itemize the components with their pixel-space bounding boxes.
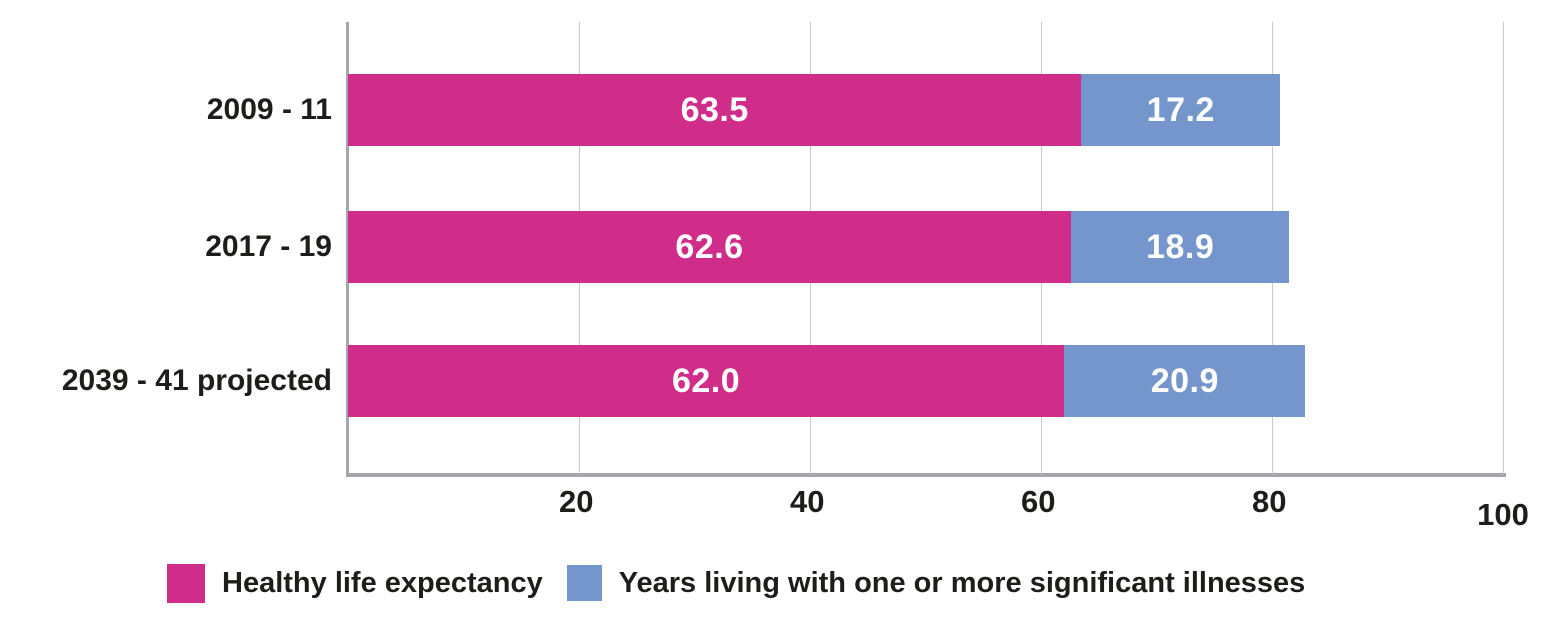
x-tick-label: 80 (1251, 484, 1287, 519)
bar-row: 62.6 18.9 (348, 211, 1290, 283)
chart-legend: Healthy life expectancy Years living wit… (167, 560, 1305, 606)
legend-swatch-healthy-life-expectancy (167, 563, 205, 603)
plot-area: 63.5 17.2 62.6 18.9 62.0 20.9 (348, 22, 1504, 474)
x-tick-label: 40 (789, 484, 825, 519)
x-tick-label: 20 (558, 484, 594, 519)
x-tick-label: 100 (1477, 497, 1529, 532)
category-label: 2039 - 41 projected (61, 364, 332, 397)
legend-label-healthy-life-expectancy: Healthy life expectancy (222, 566, 543, 599)
bar-segment-healthy-life-expectancy: 63.5 (348, 74, 1082, 146)
bar-value-label: 17.2 (1146, 90, 1215, 129)
legend-label-years-with-illness: Years living with one or more significan… (618, 566, 1306, 599)
bar-segment-healthy-life-expectancy: 62.6 (348, 211, 1072, 283)
category-label: 2017 - 19 (205, 230, 332, 263)
y-axis-category-labels: 2009 - 11 2017 - 19 2039 - 41 projected (0, 22, 332, 474)
bar-segment-years-living-with: 20.9 (1064, 345, 1306, 417)
y-axis-line (346, 22, 349, 475)
bar-value-label: 62.6 (675, 227, 744, 266)
bar-segment-years-living-with: 18.9 (1071, 211, 1290, 283)
bar-value-label: 63.5 (680, 90, 749, 129)
bar-row: 63.5 17.2 (348, 74, 1281, 146)
bar-value-label: 20.9 (1150, 361, 1219, 400)
x-axis-tick-labels: 20 40 60 80 100 (348, 484, 1529, 544)
x-tick-label: 60 (1020, 484, 1056, 519)
bar-row: 62.0 20.9 (348, 345, 1306, 417)
bar-value-label: 62.0 (671, 361, 741, 400)
category-label: 2009 - 11 (206, 93, 332, 126)
legend-swatch-years-with-illness (566, 565, 602, 601)
gridline-100 (1502, 22, 1504, 474)
bar-value-label: 18.9 (1146, 227, 1215, 266)
bar-segment-years-living-with: 17.2 (1081, 74, 1281, 146)
x-axis-line (346, 473, 1506, 477)
bar-segment-healthy-life-expectancy: 62.0 (348, 345, 1065, 417)
